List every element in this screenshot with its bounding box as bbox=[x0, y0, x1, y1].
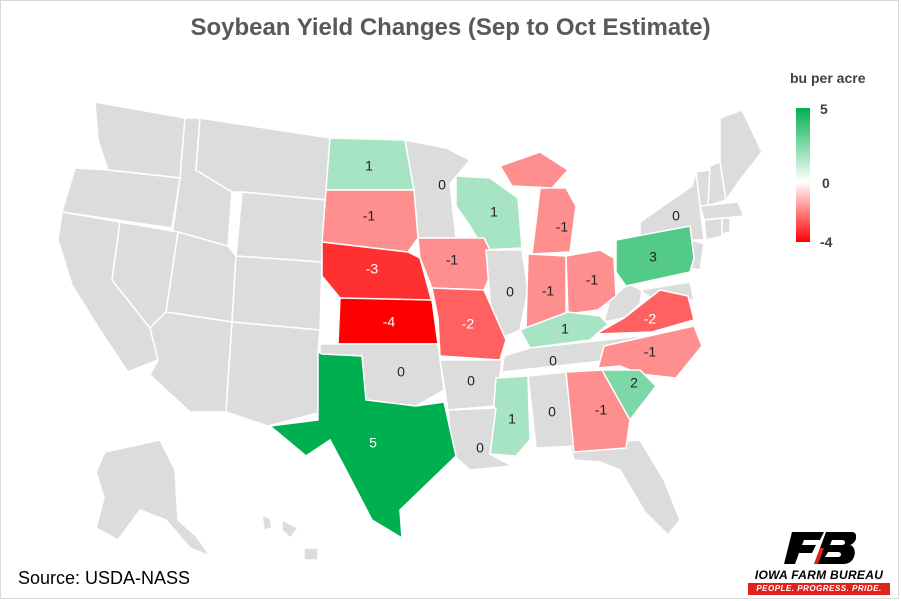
value-label-sd: -1 bbox=[363, 208, 376, 224]
fb-logo-icon bbox=[784, 532, 856, 564]
state-nc bbox=[596, 325, 703, 379]
iowa-farm-bureau-logo: IOWA FARM BUREAU PEOPLE. PROGRESS. PRIDE… bbox=[744, 530, 894, 598]
state-tx bbox=[268, 350, 457, 540]
colored-states bbox=[268, 137, 703, 540]
value-label-ky: 1 bbox=[561, 321, 569, 337]
state-ga bbox=[565, 369, 631, 453]
value-label-va: -2 bbox=[644, 311, 657, 327]
value-label-sc: 2 bbox=[630, 375, 638, 391]
legend-min-label: -4 bbox=[820, 234, 833, 250]
value-label-al: 0 bbox=[548, 404, 556, 420]
state-ri bbox=[721, 217, 731, 235]
state-va bbox=[595, 289, 695, 335]
state-az bbox=[149, 311, 233, 413]
value-label-ia: -1 bbox=[446, 252, 459, 268]
state-pa bbox=[615, 225, 695, 287]
state-wa bbox=[94, 101, 186, 179]
map-title: Soybean Yield Changes (Sep to Oct Estima… bbox=[190, 14, 711, 41]
value-label-tn: 0 bbox=[549, 353, 557, 369]
value-label-ar: 0 bbox=[467, 373, 475, 389]
base-states bbox=[57, 101, 763, 561]
legend-max-label: 5 bbox=[820, 101, 828, 117]
value-label-ne: -3 bbox=[366, 261, 379, 277]
value-label-mn: 0 bbox=[438, 177, 446, 193]
state-ut bbox=[165, 231, 237, 323]
state-me bbox=[719, 109, 763, 202]
value-labels: 10-1 1-10-3-10 -1-13-4 -2 1-20-100 21 0 -105 bbox=[363, 158, 680, 456]
legend-title: bu per acre bbox=[790, 70, 866, 86]
state-wy bbox=[235, 191, 327, 263]
value-label-la: 0 bbox=[476, 440, 484, 456]
state-wi bbox=[455, 175, 523, 251]
value-label-in: -1 bbox=[542, 283, 555, 299]
state-co bbox=[231, 255, 323, 331]
state-fl bbox=[569, 439, 681, 537]
state-sd bbox=[321, 189, 419, 253]
value-label-nd: 1 bbox=[365, 158, 373, 174]
value-label-ny: 0 bbox=[672, 208, 680, 224]
legend-mid-label: 0 bbox=[822, 175, 830, 191]
logo-name: IOWA FARM BUREAU bbox=[754, 568, 884, 582]
value-label-il: 0 bbox=[506, 284, 514, 300]
legend-color-scale bbox=[796, 108, 810, 242]
logo-tagline: PEOPLE. PROGRESS. PRIDE. bbox=[748, 583, 890, 595]
state-ct bbox=[703, 217, 723, 241]
value-label-ok: 0 bbox=[397, 364, 405, 380]
value-label-wi: 1 bbox=[490, 204, 498, 220]
value-label-pa: 3 bbox=[649, 249, 657, 265]
state-nm bbox=[225, 321, 323, 427]
value-label-mi: -1 bbox=[556, 219, 569, 235]
state-hi bbox=[261, 513, 319, 561]
value-label-mo: -2 bbox=[462, 316, 475, 332]
value-label-oh: -1 bbox=[586, 272, 599, 288]
state-ma bbox=[699, 201, 746, 221]
value-label-tx: 5 bbox=[369, 435, 377, 451]
state-mi bbox=[498, 151, 577, 255]
value-label-ms: 1 bbox=[508, 411, 516, 427]
source-note: Source: USDA-NASS bbox=[18, 568, 191, 588]
value-label-ga: -1 bbox=[595, 402, 608, 418]
state-ak bbox=[95, 439, 213, 558]
value-label-nc: -1 bbox=[644, 344, 657, 360]
value-label-ks: -4 bbox=[383, 314, 396, 330]
